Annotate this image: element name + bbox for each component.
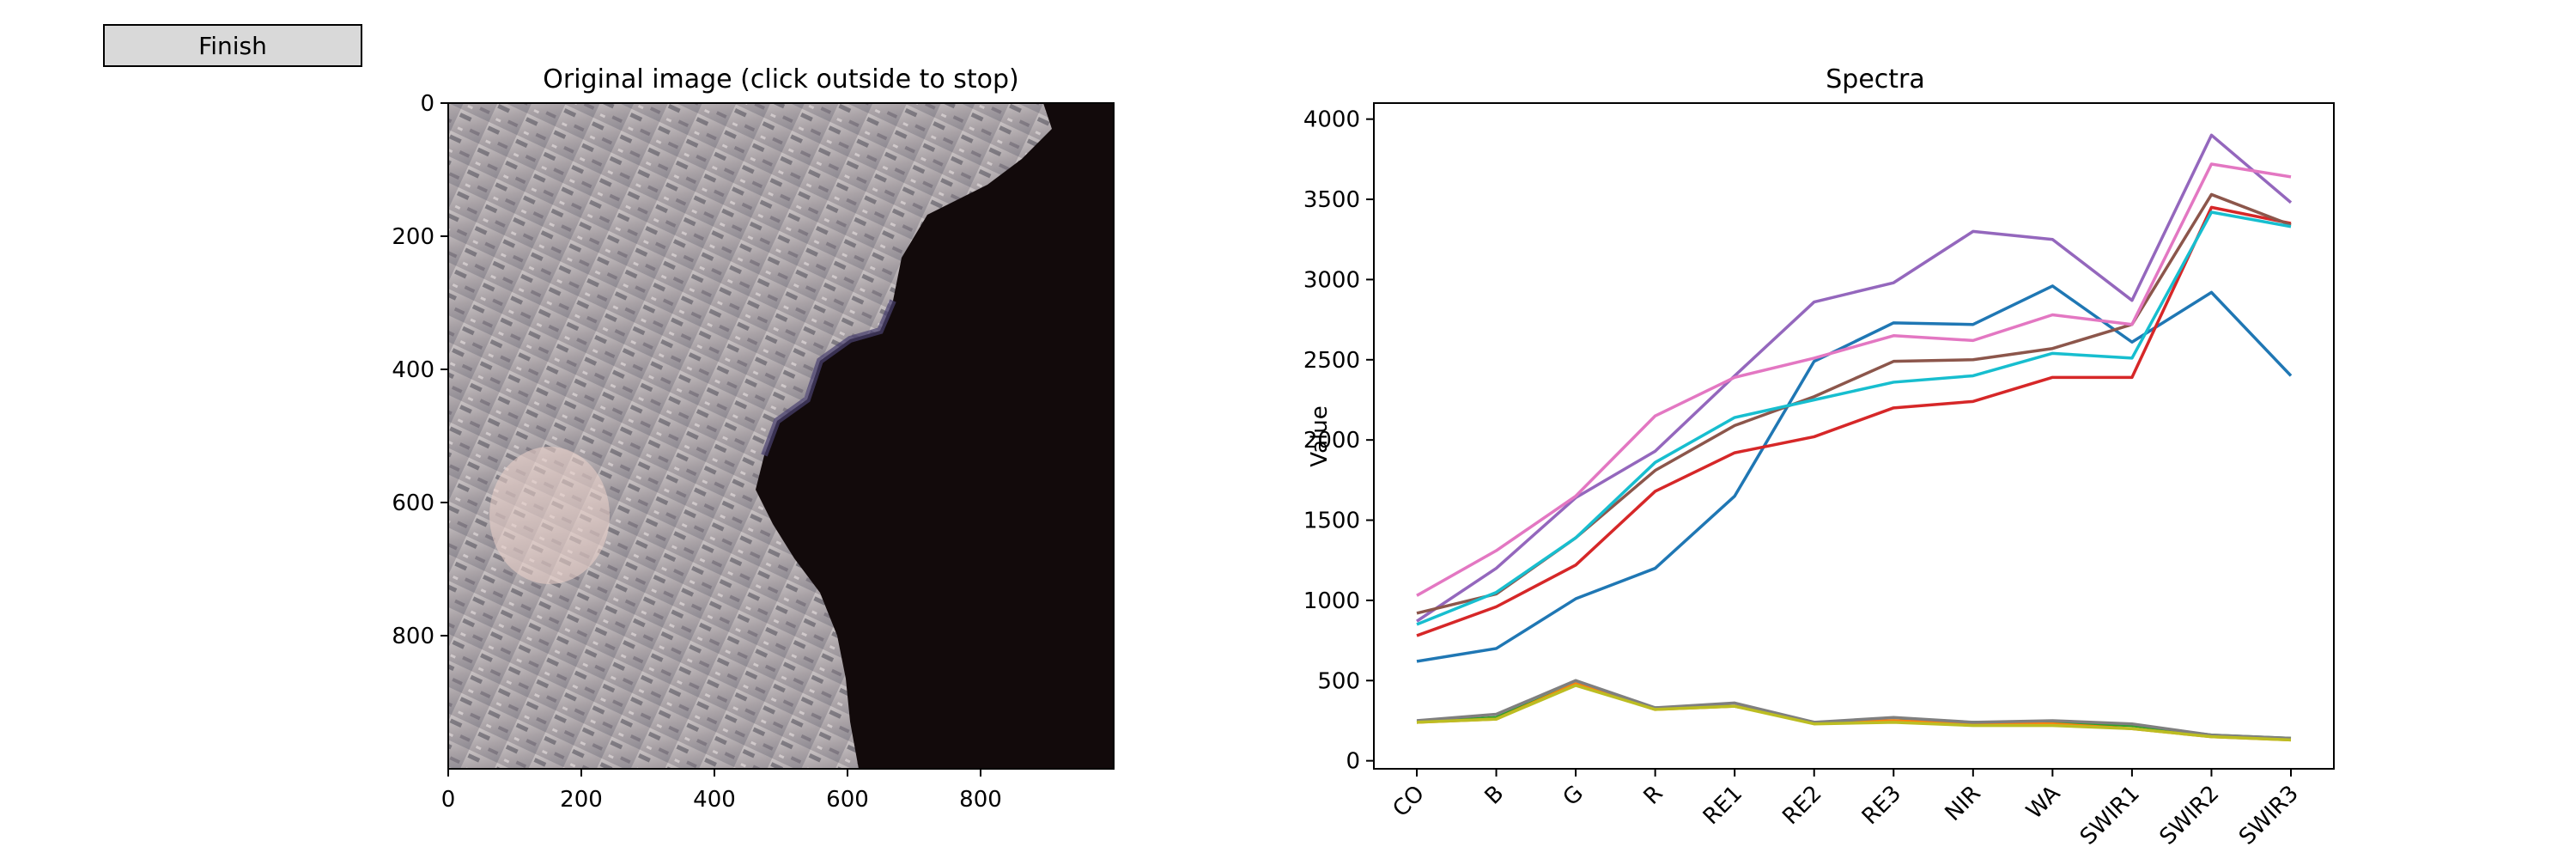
image-title: Original image (click outside to stop) [543,64,1018,94]
y-tick-label: 2000 [1303,428,1360,454]
x-tick-label: SWIR3 [2234,781,2304,850]
x-tick-label: 200 [560,787,603,813]
x-tick-label: 0 [441,787,456,813]
y-tick-label: 500 [1317,668,1360,694]
y-tick-label: 600 [392,490,434,516]
chart-x-ticks: CO B G R RE1 RE2 RE3 NIR WA SWIR1 SWIR2 SWIR3 [1388,769,2304,850]
x-tick-label: 800 [959,787,1002,813]
chart-title: Spectra [1826,64,1925,94]
y-axis-label: Value [1307,405,1333,466]
y-tick-label: 2500 [1303,348,1360,374]
land-area [448,103,1052,769]
y-tick-label: 800 [392,624,434,649]
x-tick-label: 600 [826,787,869,813]
chart-axes-frame [1373,102,2335,770]
x-tick-label: B [1480,781,1510,810]
x-tick-label: RE2 [1777,781,1826,830]
x-tick-label: RE1 [1698,781,1747,830]
y-tick-label: 3000 [1303,267,1360,293]
x-tick-label: NIR [1941,781,1986,826]
series-line-9 [1416,679,2292,740]
y-tick-label: 0 [420,91,434,117]
series-line-5 [1416,162,2292,597]
y-tick-label: 4000 [1303,107,1360,133]
x-tick-label: 400 [693,787,736,813]
y-tick-label: 1500 [1303,509,1360,534]
x-tick-label: SWIR2 [2154,781,2224,850]
x-tick-label: RE3 [1857,781,1906,830]
satellite-image[interactable] [448,103,1114,769]
series-line-1 [1416,284,2293,663]
finish-button[interactable]: Finish [103,24,362,67]
series-line-6 [1416,210,2292,626]
image-panel: Original image (click outside to stop) 0… [392,64,1115,813]
y-tick-label: 0 [1346,749,1360,775]
y-tick-label: 400 [392,357,434,383]
chart-y-ticks: 0 500 1000 1500 2000 2500 3000 3500 4000 [1303,107,1374,775]
x-tick-label: G [1558,781,1589,811]
x-tick-label: CO [1388,781,1430,823]
chart-lines [1416,133,2293,742]
series-line-4 [1416,192,2292,615]
image-axes-frame [447,102,1115,770]
image-ticks: 0 200 400 600 800 0 200 400 600 800 [392,91,1001,813]
x-tick-label: R [1639,781,1668,810]
y-tick-label: 3500 [1303,187,1360,213]
y-tick-label: 200 [392,224,434,250]
series-line-10 [1416,684,2292,742]
series-line-2 [1416,205,2292,637]
y-tick-label: 1000 [1303,588,1360,614]
x-tick-label: SWIR1 [2075,781,2145,850]
x-tick-label: WA [2021,781,2065,825]
series-line-3 [1416,133,2293,623]
